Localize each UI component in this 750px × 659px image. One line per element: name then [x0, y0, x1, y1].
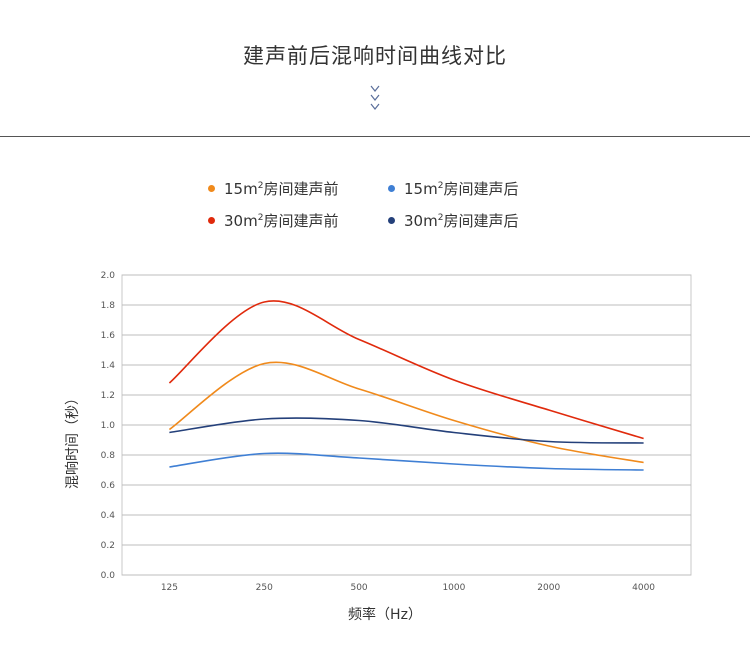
x-axis-title: 频率（Hz）	[348, 607, 422, 623]
y-tick-label: 0.6	[101, 481, 116, 491]
legend-label: 30m2房间建声后	[404, 212, 519, 230]
legend-label: 15m2房间建声前	[224, 180, 339, 198]
x-tick-label: 1000	[442, 583, 465, 593]
y-tick-label: 0.8	[101, 451, 116, 461]
y-tick-label: 1.0	[101, 421, 116, 431]
x-tick-label: 125	[161, 583, 178, 593]
legend-label: 30m2房间建声前	[224, 212, 339, 230]
chart-legend: 15m2房间建声前 15m2房间建声后 30m2房间建声前 30m2房间建声后	[208, 178, 568, 238]
legend-dot	[208, 185, 215, 192]
x-tick-label: 2000	[537, 583, 560, 593]
legend-item-30-before: 30m2房间建声前	[208, 210, 338, 231]
y-tick-label: 0.4	[101, 511, 116, 521]
series-line-15-before	[168, 361, 644, 464]
x-tick-label: 500	[350, 583, 367, 593]
legend-item-30-after: 30m2房间建声后	[388, 210, 518, 231]
divider	[0, 136, 750, 137]
series-line-15-after	[169, 452, 644, 471]
y-tick-label: 1.6	[101, 331, 116, 341]
reverb-time-chart: 0.0 0.2 0.4 0.6 0.8 1.0 1.2 1.4 1.6 1.8 2.0 125 250 5…	[101, 271, 692, 593]
y-tick-label: 1.4	[101, 361, 116, 371]
legend-item-15-before: 15m2房间建声前	[208, 178, 338, 199]
x-tick-label: 4000	[632, 583, 655, 593]
scroll-down-icon	[370, 85, 380, 110]
series-line-30-before	[168, 300, 644, 440]
y-tick-label: 0.0	[101, 571, 116, 581]
legend-dot	[208, 217, 215, 224]
y-tick-label: 0.2	[101, 541, 115, 551]
series-line-30-after	[169, 417, 644, 444]
page-title: 建声前后混响时间曲线对比	[243, 44, 507, 68]
legend-label: 15m2房间建声后	[404, 180, 519, 198]
legend-item-15-after: 15m2房间建声后	[388, 178, 518, 199]
y-tick-label: 2.0	[101, 271, 116, 281]
legend-dot	[388, 185, 395, 192]
x-tick-label: 250	[256, 583, 273, 593]
y-tick-label: 1.2	[101, 391, 115, 401]
y-tick-label: 1.8	[101, 301, 116, 311]
legend-dot	[388, 217, 395, 224]
y-axis-title: 混响时间（秒）	[65, 391, 81, 489]
